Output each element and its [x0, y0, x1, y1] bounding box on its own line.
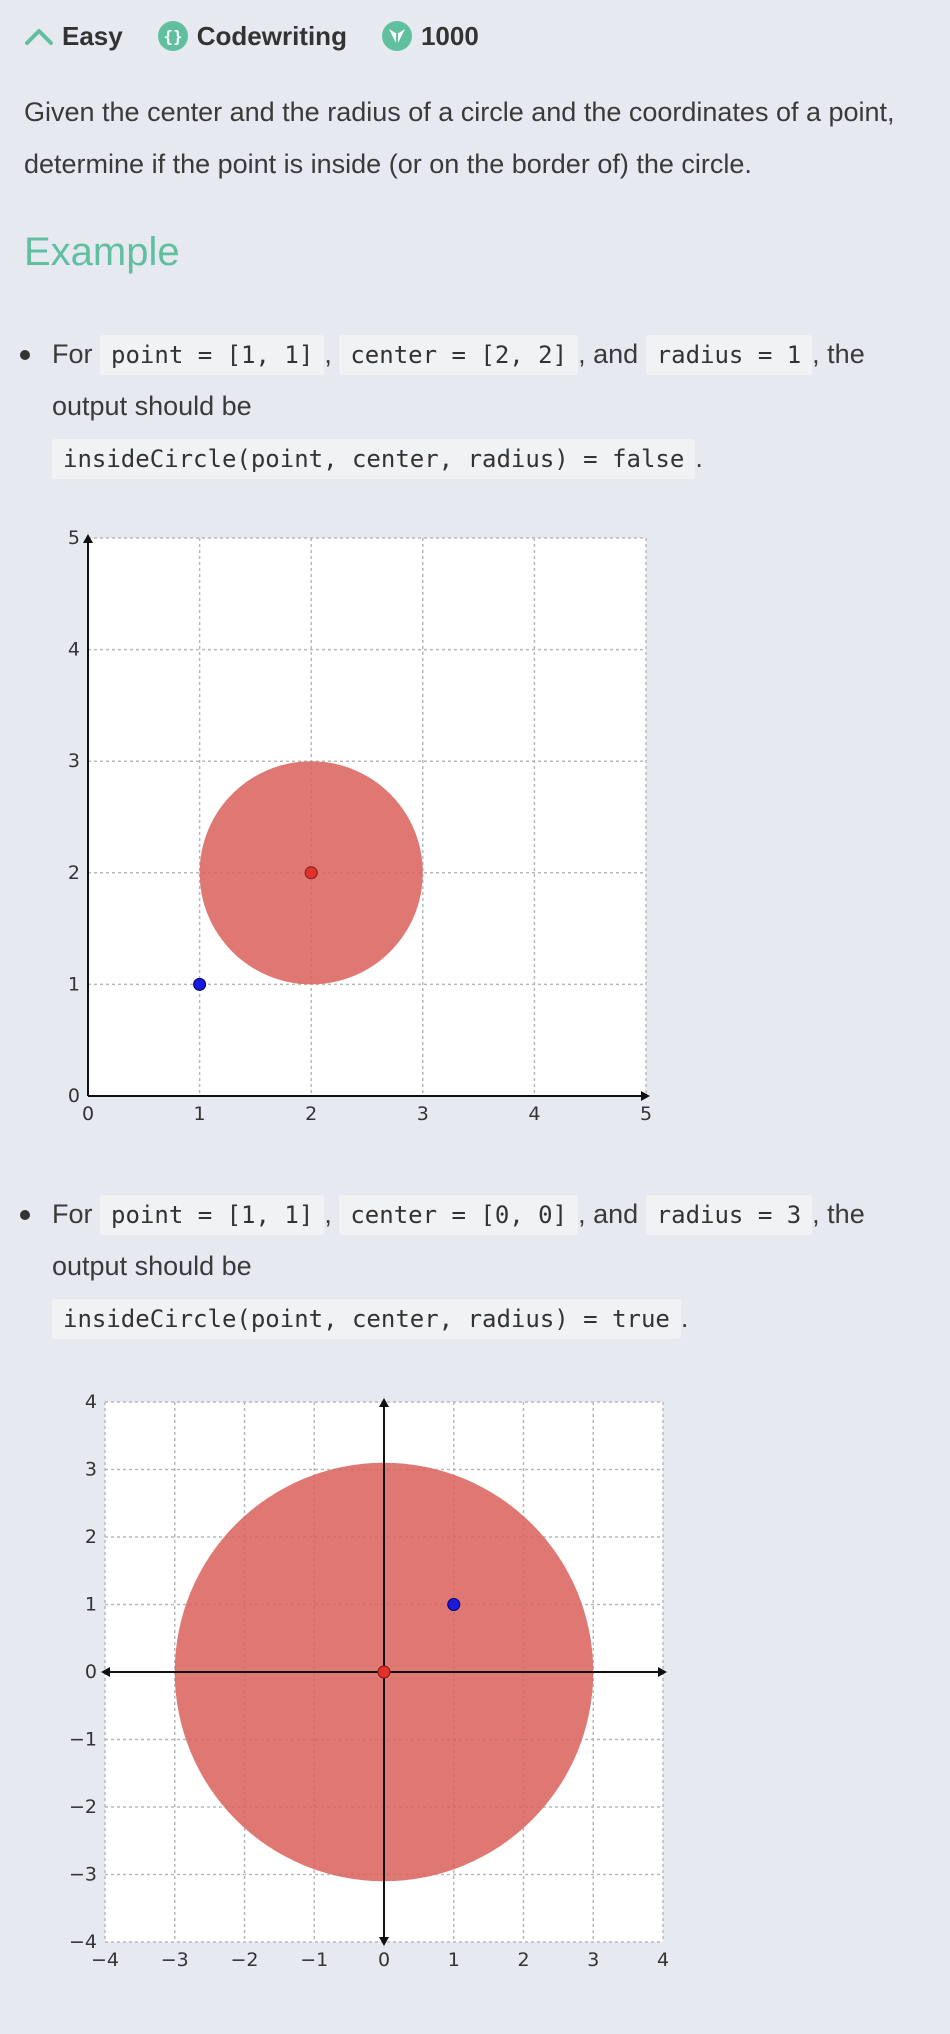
y-tick-label: −2	[69, 1796, 97, 1818]
chevron-up-icon	[25, 29, 53, 45]
task-points: 1000	[381, 20, 479, 52]
task-type-label: Codewriting	[196, 20, 347, 51]
example-2-line-1: For point = [1, 1], center = [0, 0], and…	[20, 1188, 920, 1240]
example-2-plot: −4 −3 −2 −1 0 1 2 3 4 −4 −3 −2 −1 0 1 2 3 4	[69, 1391, 669, 1971]
difficulty-label: Easy	[62, 20, 123, 51]
period: .	[680, 1303, 689, 1333]
center-point	[304, 866, 318, 880]
output-label: output should be	[52, 391, 252, 421]
task-type: {} Codewriting	[157, 20, 347, 52]
x-tick-label: −3	[161, 1949, 189, 1971]
x-tick-label: 3	[417, 1103, 429, 1125]
and-label: , and	[578, 1199, 639, 1229]
output-label: output should be	[52, 1251, 252, 1281]
y-tick-label: −4	[69, 1931, 97, 1953]
for-label: For	[52, 339, 93, 369]
x-tick-label: 1	[194, 1103, 206, 1125]
comma: ,	[324, 339, 332, 369]
x-axis-arrow	[641, 1091, 650, 1101]
y-tick-label: 2	[68, 862, 80, 884]
y-tick-label: 1	[85, 1594, 97, 1616]
description-line-2: determine if the point is inside (or on …	[24, 149, 752, 179]
x-tick-label: 0	[82, 1103, 94, 1125]
braces-icon: {}	[157, 21, 188, 51]
points-badge-icon	[381, 21, 412, 51]
bullet	[20, 1210, 30, 1220]
for-label: For	[52, 1199, 93, 1229]
the-label: , the	[812, 339, 865, 369]
svg-text:{}: {}	[163, 27, 182, 46]
center-code: center = [2, 2]	[339, 335, 579, 375]
y-tick-label: 3	[85, 1459, 97, 1481]
point-code: point = [1, 1]	[100, 1195, 325, 1235]
example-1: For point = [1, 1], center = [2, 2], and…	[20, 328, 920, 484]
period: .	[695, 443, 703, 473]
x-tick-label: 5	[640, 1103, 652, 1125]
example-1-result: insideCircle(point, center, radius) = fa…	[20, 432, 920, 484]
y-tick-label: 0	[85, 1661, 97, 1683]
description-line-1: Given the center and the radius of a cir…	[24, 97, 895, 127]
y-tick-label: 1	[68, 973, 80, 995]
y-tick-label: 4	[68, 639, 80, 661]
example-1-line-1: For point = [1, 1], center = [2, 2], and…	[20, 328, 920, 380]
x-tick-label: 2	[305, 1103, 317, 1125]
y-tick-label: 0	[68, 1085, 80, 1107]
center-point	[377, 1665, 391, 1679]
difficulty: Easy	[24, 21, 123, 52]
bullet	[20, 350, 30, 360]
x-axis-arrow-left	[101, 1667, 110, 1677]
radius-code: radius = 3	[645, 1195, 813, 1235]
the-label: , the	[812, 1199, 865, 1229]
task-description: Given the center and the radius of a cir…	[24, 86, 950, 190]
x-tick-label: −2	[230, 1949, 258, 1971]
example-1-plot: 0 1 2 3 4 5 0 1 2 3 4 5	[68, 527, 652, 1125]
y-tick-label: −1	[69, 1729, 97, 1751]
center-code: center = [0, 0]	[339, 1195, 579, 1235]
x-tick-label: 3	[587, 1949, 599, 1971]
result-code: insideCircle(point, center, radius) = tr…	[52, 1299, 681, 1339]
x-tick-label: 1	[448, 1949, 460, 1971]
x-axis-arrow	[658, 1667, 667, 1677]
y-tick-label: 5	[68, 527, 80, 549]
y-tick-label: 2	[85, 1526, 97, 1548]
query-point	[193, 977, 207, 991]
query-point	[447, 1598, 461, 1611]
radius-code: radius = 1	[645, 335, 813, 375]
x-tick-label: −4	[91, 1949, 119, 1971]
x-tick-label: −1	[300, 1949, 328, 1971]
x-tick-label: 4	[528, 1103, 540, 1125]
y-axis-arrow	[379, 1398, 389, 1407]
point-code: point = [1, 1]	[100, 335, 325, 375]
y-axis-arrow-bottom	[379, 1937, 389, 1946]
y-tick-label: −3	[69, 1864, 97, 1886]
task-meta-row: Easy {} Codewriting 1000	[24, 16, 513, 56]
x-tick-label: 0	[378, 1949, 390, 1971]
y-tick-label: 3	[68, 750, 80, 772]
y-tick-label: 4	[85, 1391, 97, 1413]
y-axis-arrow	[83, 534, 93, 543]
example-2-result: insideCircle(point, center, radius) = tr…	[20, 1292, 920, 1344]
x-tick-label: 4	[657, 1949, 669, 1971]
x-tick-label: 2	[517, 1949, 529, 1971]
result-code: insideCircle(point, center, radius) = fa…	[52, 439, 696, 479]
example-2: For point = [1, 1], center = [0, 0], and…	[20, 1188, 920, 1344]
and-label: , and	[578, 339, 639, 369]
example-heading: Example	[24, 230, 180, 274]
points-label: 1000	[420, 20, 479, 51]
comma: ,	[324, 1199, 332, 1229]
